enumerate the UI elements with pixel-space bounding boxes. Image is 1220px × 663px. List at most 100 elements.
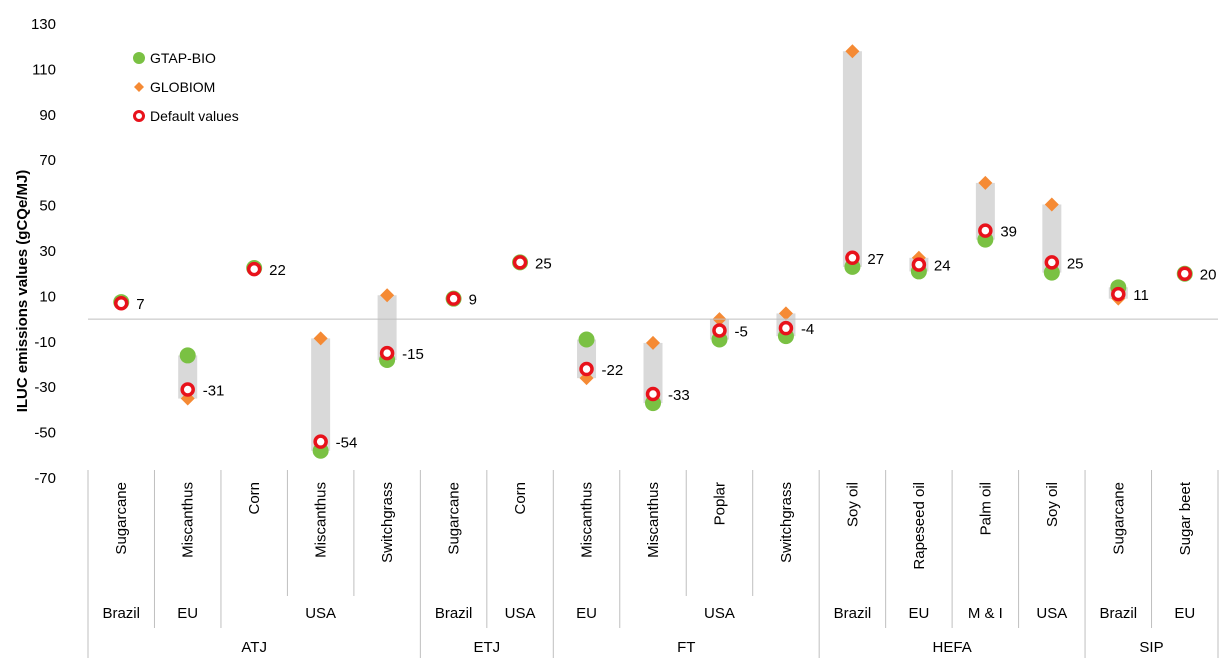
default-value-point [911,257,927,272]
default-value-point [845,250,860,266]
region-label: EU [908,605,929,622]
region-label: EU [177,605,198,622]
default-value-point [978,223,993,238]
feedstock-label: Miscanthus [579,482,596,558]
default-value-point [313,434,328,449]
legend-gtap-bio-marker [133,52,145,64]
region-label: Brazil [1100,605,1138,622]
pathway-label: HEFA [933,639,972,656]
region-label: EU [1174,605,1195,622]
gtap-bio-point [1043,264,1060,281]
pathway-label: ETJ [473,639,500,656]
axes: 130 110 90 70 50 30 10 -10 -30 -50 -70 ILUC emissio… [14,16,1218,656]
y-tick-label: 10 [39,288,56,305]
default-value-label: 22 [269,262,286,279]
feedstock-label: Palm oil [977,482,994,535]
markers [113,44,1193,459]
feedstock-label: Miscanthus [180,482,197,558]
region-label: Brazil [834,605,872,622]
pathway-label: SIP [1139,639,1163,656]
region-label: M & I [968,605,1003,622]
legend: GTAP-BIO GLOBIOM Default values [133,50,239,124]
feedstock-label: Miscanthus [645,482,662,558]
default-value-label: -15 [402,346,424,363]
default-value-point [379,345,395,361]
region-label: USA [1036,605,1067,622]
legend-label: Default values [150,108,239,124]
globiom-point [380,288,395,303]
legend-label: GTAP-BIO [150,50,216,66]
default-value-label: -5 [734,323,747,340]
y-axis-title: ILUC emissions values (gCQe/MJ) [14,170,31,413]
feedstock-label: Soy oil [1044,482,1061,527]
default-value-label: 27 [867,251,884,268]
default-value-point [246,261,262,277]
default-value-point [113,295,129,311]
default-value-label: -33 [668,387,690,404]
feedstock-label: Corn [512,482,529,515]
default-value-label: 7 [136,296,144,313]
default-value-label: 24 [934,258,951,275]
y-tick-label: 130 [31,16,56,33]
y-tick-label: 110 [32,61,56,78]
default-value-label: 25 [535,255,552,272]
feedstock-label: Sugarcane [446,482,463,555]
feedstock-label: Poplar [711,482,728,525]
legend-label: GLOBIOM [150,79,215,95]
region-label: Brazil [102,605,140,622]
feedstock-label: Switchgrass [778,482,795,563]
default-value-point [645,386,661,402]
y-tick-label: -10 [34,334,56,351]
region-label: USA [704,605,735,622]
globiom-point [978,175,993,190]
feedstock-label: Switchgrass [379,482,396,563]
default-value-label: 20 [1200,267,1217,284]
y-tick-label: -50 [34,425,56,442]
default-value-label: 25 [1067,255,1084,272]
default-value-label: 39 [1000,224,1017,241]
globiom-point [313,331,328,346]
data-labels: 7 -31 22 -54 -15 9 25 -22 -33 -5 -4 27 24 39 25 11 20 [136,224,1216,452]
region-label: USA [305,605,336,622]
range-bar [311,338,331,451]
default-value-point [1111,286,1126,302]
region-label: USA [505,605,536,622]
gtap-bio-point [179,347,196,364]
range-bar [1042,204,1062,273]
legend-globiom-marker [134,82,144,92]
feedstock-label: Sugarcane [113,482,130,555]
default-value-point [712,323,727,338]
region-label: EU [576,605,597,622]
default-value-point [1044,255,1060,270]
default-value-label: 9 [469,292,477,309]
default-value-point [446,291,461,306]
range-bar [377,295,397,360]
feedstock-label: Sugarcane [1110,482,1127,555]
default-value-label: -54 [336,435,358,452]
pathway-label: FT [677,639,695,656]
default-value-point [180,382,195,397]
feedstock-label: Rapeseed oil [911,482,928,570]
globiom-point [778,306,793,321]
y-tick-label: -70 [34,470,56,487]
default-value-point [778,320,794,336]
y-tick-label: 90 [39,107,56,124]
legend-default-marker [133,110,145,122]
default-value-label: -31 [203,382,225,399]
gtap-bio-point [578,331,595,348]
range-bar [643,342,663,404]
feedstock-label: Miscanthus [313,482,330,558]
default-value-label: -22 [602,362,624,379]
default-value-point [579,361,594,377]
globiom-point [845,44,860,59]
region-label: Brazil [435,605,473,622]
range-bar [842,51,862,267]
globiom-point [646,335,660,350]
feedstock-label: Soy oil [844,482,861,527]
default-value-point [512,255,528,270]
feedstock-label: Sugar beet [1177,481,1194,555]
pathway-label: ATJ [241,639,267,656]
y-tick-label: 70 [39,152,56,169]
